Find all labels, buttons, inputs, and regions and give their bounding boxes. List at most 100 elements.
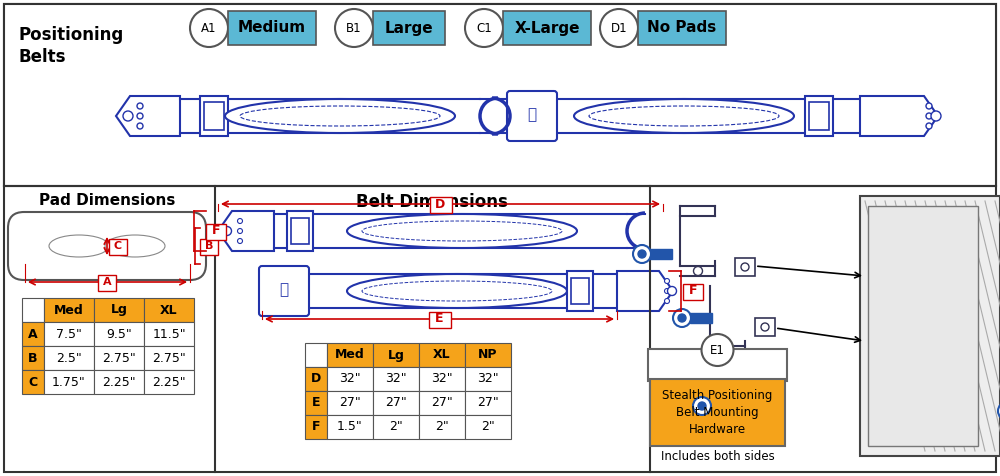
Circle shape: [673, 309, 691, 327]
Text: No Pads: No Pads: [647, 20, 717, 36]
Bar: [809, 102, 829, 130]
Text: E: E: [312, 397, 320, 409]
Text: F: F: [212, 225, 220, 238]
Text: XL: XL: [433, 348, 451, 361]
Ellipse shape: [225, 99, 455, 133]
Circle shape: [664, 288, 670, 294]
Circle shape: [600, 9, 638, 47]
Bar: [204, 102, 224, 130]
Text: 11.5": 11.5": [152, 327, 186, 340]
Bar: [373, 343, 419, 367]
Bar: [465, 391, 511, 415]
Text: D1: D1: [611, 21, 627, 34]
Circle shape: [638, 250, 646, 258]
Text: 2": 2": [481, 420, 495, 434]
Text: B1: B1: [346, 21, 362, 34]
Bar: [305, 343, 327, 367]
Text: 32": 32": [339, 373, 361, 386]
Polygon shape: [218, 211, 274, 251]
Text: XL: XL: [160, 304, 178, 317]
Circle shape: [335, 9, 373, 47]
Bar: [690, 313, 712, 323]
Bar: [860, 196, 1000, 456]
Bar: [638, 11, 726, 45]
FancyBboxPatch shape: [259, 266, 309, 316]
Text: Includes both sides: Includes both sides: [661, 449, 774, 463]
Bar: [373, 11, 445, 45]
Bar: [94, 370, 144, 394]
Ellipse shape: [105, 235, 165, 257]
Bar: [109, 239, 127, 255]
Bar: [373, 391, 419, 415]
Circle shape: [238, 238, 242, 244]
Bar: [287, 211, 313, 251]
Text: 2": 2": [389, 420, 403, 434]
Text: 1.75": 1.75": [52, 376, 86, 388]
Text: NP: NP: [478, 348, 498, 361]
Bar: [419, 415, 465, 439]
Circle shape: [694, 267, 702, 276]
Bar: [144, 370, 194, 394]
Circle shape: [465, 9, 503, 47]
Text: 2.75": 2.75": [102, 351, 136, 365]
Ellipse shape: [347, 214, 577, 248]
Text: Belt Dimensions: Belt Dimensions: [356, 193, 508, 211]
Bar: [373, 415, 419, 439]
Bar: [228, 11, 316, 45]
Text: D: D: [311, 373, 321, 386]
Text: 32": 32": [477, 373, 499, 386]
Circle shape: [678, 314, 686, 322]
Text: 32": 32": [431, 373, 453, 386]
Polygon shape: [116, 96, 180, 136]
Bar: [373, 367, 419, 391]
Circle shape: [137, 103, 143, 109]
Circle shape: [698, 402, 706, 410]
Bar: [419, 367, 465, 391]
Circle shape: [222, 227, 232, 236]
Text: Stealth Positioning
Belt Mounting
Hardware: Stealth Positioning Belt Mounting Hardwa…: [662, 389, 773, 436]
Text: 2": 2": [435, 420, 449, 434]
Text: 1.5": 1.5": [337, 420, 363, 434]
Text: Lg: Lg: [111, 304, 127, 317]
Text: 27": 27": [431, 397, 453, 409]
Circle shape: [761, 323, 769, 331]
Bar: [44, 346, 94, 370]
Bar: [144, 346, 194, 370]
Bar: [94, 298, 144, 322]
Text: C1: C1: [476, 21, 492, 34]
Bar: [44, 298, 94, 322]
Circle shape: [190, 9, 228, 47]
Bar: [305, 415, 327, 439]
Circle shape: [741, 263, 749, 271]
Circle shape: [926, 103, 932, 109]
Bar: [327, 343, 373, 367]
Bar: [94, 322, 144, 346]
Bar: [327, 391, 373, 415]
Bar: [650, 379, 785, 446]
Text: Pad Dimensions: Pad Dimensions: [39, 193, 175, 208]
Ellipse shape: [347, 274, 567, 308]
Text: 27": 27": [477, 397, 499, 409]
Circle shape: [702, 334, 734, 366]
Text: E1: E1: [710, 344, 725, 357]
Circle shape: [931, 111, 941, 121]
Polygon shape: [860, 96, 938, 136]
Bar: [22, 346, 44, 370]
Text: A1: A1: [201, 21, 217, 34]
FancyBboxPatch shape: [507, 91, 557, 141]
Bar: [735, 258, 755, 276]
Circle shape: [998, 402, 1000, 420]
FancyBboxPatch shape: [8, 212, 206, 280]
Bar: [465, 415, 511, 439]
Bar: [650, 249, 672, 259]
Text: ℓ: ℓ: [279, 283, 289, 297]
Text: C: C: [114, 241, 122, 251]
Text: F: F: [312, 420, 320, 434]
Ellipse shape: [362, 281, 552, 301]
Bar: [44, 370, 94, 394]
Ellipse shape: [589, 106, 779, 126]
Bar: [571, 278, 589, 304]
Bar: [4, 4, 996, 186]
Text: Lg: Lg: [388, 348, 404, 361]
Text: Large: Large: [385, 20, 433, 36]
